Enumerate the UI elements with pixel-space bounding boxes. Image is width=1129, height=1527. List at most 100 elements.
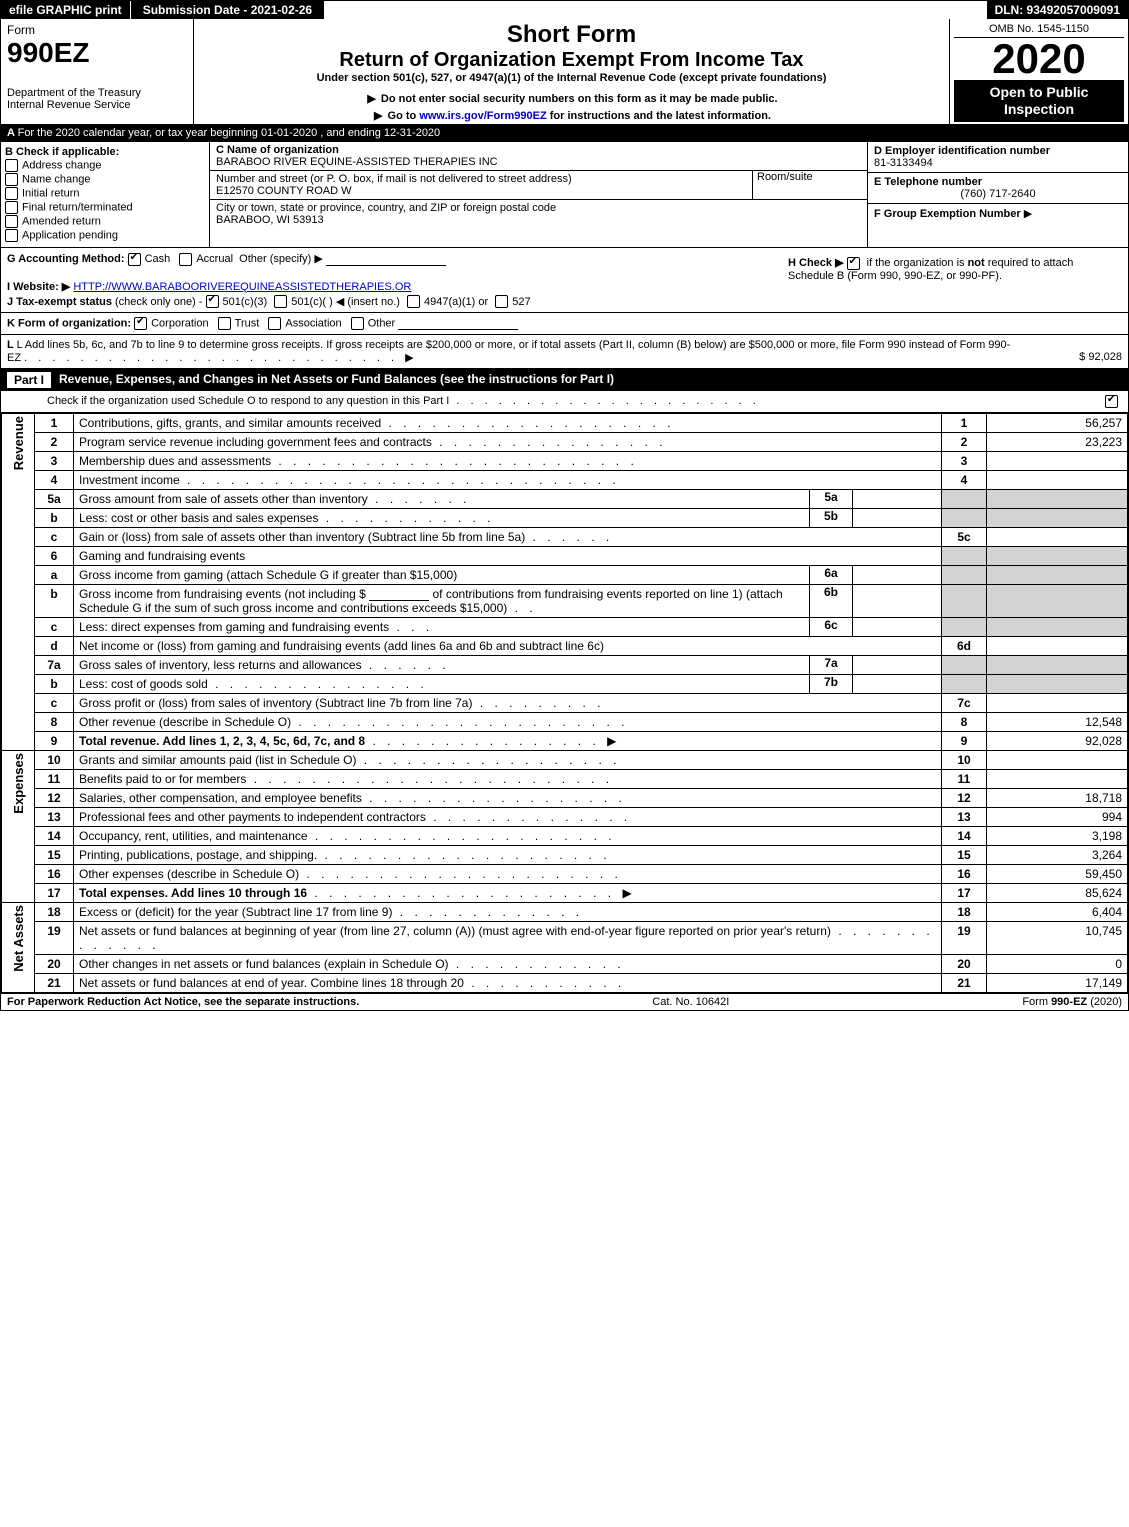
header-mid: Short Form Return of Organization Exempt… — [194, 19, 949, 124]
table-row: b Less: cost of goods sold . . . . . . .… — [2, 675, 1128, 694]
checkbox-schedule-b-not-required[interactable] — [847, 257, 860, 270]
checkbox-trust[interactable] — [218, 317, 231, 330]
table-row: d Net income or (loss) from gaming and f… — [2, 637, 1128, 656]
checkbox-501c3[interactable] — [206, 295, 219, 308]
d-label: D Employer identification number — [874, 145, 1050, 157]
table-row: Net Assets 18 Excess or (deficit) for th… — [2, 903, 1128, 922]
checkbox-initial-return[interactable] — [5, 187, 18, 200]
box-b-title: B Check if applicable: — [5, 146, 205, 158]
table-row: 21 Net assets or fund balances at end of… — [2, 974, 1128, 993]
checkbox-final-return[interactable] — [5, 201, 18, 214]
efile-print-label[interactable]: efile GRAPHIC print — [1, 1, 131, 19]
checkbox-4947a1[interactable] — [407, 295, 420, 308]
checkbox-corporation[interactable] — [134, 317, 147, 330]
ein-value: 81-3133494 — [874, 157, 933, 169]
expenses-vlabel: Expenses — [11, 753, 26, 814]
irs-label: Internal Revenue Service — [7, 99, 187, 111]
header-right: OMB No. 1545-1150 2020 Open to Public In… — [949, 19, 1128, 124]
irs-link[interactable]: www.irs.gov/Form990EZ — [419, 110, 546, 122]
checkbox-accrual[interactable] — [179, 253, 192, 266]
table-row: c Gross profit or (loss) from sales of i… — [2, 694, 1128, 713]
org-name: BARABOO RIVER EQUINE-ASSISTED THERAPIES … — [216, 156, 861, 168]
checkbox-527[interactable] — [495, 295, 508, 308]
tax-year: 2020 — [954, 38, 1124, 80]
line-k: K Form of organization: Corporation Trus… — [1, 313, 1128, 335]
box-b: B Check if applicable: Address change Na… — [1, 142, 210, 247]
checkbox-other-org[interactable] — [351, 317, 364, 330]
netassets-vlabel: Net Assets — [11, 905, 26, 972]
line-a: A For the 2020 calendar year, or tax yea… — [1, 125, 1128, 142]
line-g: G Accounting Method: Cash Accrual Other … — [7, 252, 774, 266]
header-left: Form 990EZ Department of the Treasury In… — [1, 19, 194, 124]
g-i-j: G Accounting Method: Cash Accrual Other … — [7, 252, 784, 308]
dept-label: Department of the Treasury — [7, 87, 187, 99]
e-label: E Telephone number — [874, 176, 982, 188]
box-def: D Employer identification number 81-3133… — [867, 142, 1128, 247]
arrow-icon — [365, 93, 377, 105]
table-row: 17 Total expenses. Add lines 10 through … — [2, 884, 1128, 903]
checkbox-501c[interactable] — [274, 295, 287, 308]
box-c: C Name of organization BARABOO RIVER EQU… — [210, 142, 867, 247]
ssn-warning: Do not enter social security numbers on … — [200, 92, 943, 105]
form-word: Form — [7, 23, 187, 37]
table-row: 11 Benefits paid to or for members . . .… — [2, 770, 1128, 789]
part-tag: Part I — [7, 372, 51, 388]
form-header: Form 990EZ Department of the Treasury In… — [1, 19, 1128, 125]
org-name-row: C Name of organization BARABOO RIVER EQU… — [210, 142, 867, 171]
table-row: 3 Membership dues and assessments . . . … — [2, 452, 1128, 471]
dln-label: DLN: 93492057009091 — [987, 1, 1128, 19]
revenue-vlabel: Revenue — [11, 416, 26, 470]
addr-value: E12570 COUNTY ROAD W — [216, 185, 352, 197]
phone-value: (760) 717-2640 — [874, 188, 1122, 200]
checkbox-amended-return[interactable] — [5, 215, 18, 228]
contrib-input[interactable] — [369, 588, 429, 601]
table-row: 6 Gaming and fundraising events — [2, 547, 1128, 566]
group-exemption-row: F Group Exemption Number ▶ — [868, 204, 1128, 223]
amount-cell: 56,257 — [987, 414, 1128, 433]
f-arrow-icon: ▶ — [1024, 208, 1032, 220]
table-row: 7a Gross sales of inventory, less return… — [2, 656, 1128, 675]
table-row: 19 Net assets or fund balances at beginn… — [2, 922, 1128, 955]
table-row: c Less: direct expenses from gaming and … — [2, 618, 1128, 637]
other-specify-input[interactable] — [326, 253, 446, 266]
form-container: efile GRAPHIC print Submission Date - 20… — [0, 0, 1129, 1011]
goto-line: Go to www.irs.gov/Form990EZ for instruct… — [200, 109, 943, 122]
c-label: C Name of organization — [216, 144, 861, 156]
table-row: 4 Investment income . . . . . . . . . . … — [2, 471, 1128, 490]
table-row: b Gross income from fundraising events (… — [2, 585, 1128, 618]
table-row: 15 Printing, publications, postage, and … — [2, 846, 1128, 865]
table-row: 9 Total revenue. Add lines 1, 2, 3, 4, 5… — [2, 732, 1128, 751]
website-link[interactable]: HTTP://WWW.BARABOORIVEREQUINEASSISTEDTHE… — [73, 281, 411, 293]
checkbox-cash[interactable] — [128, 253, 141, 266]
line-l: L L Add lines 5b, 6c, and 7b to line 9 t… — [1, 335, 1128, 369]
table-row: b Less: cost or other basis and sales ex… — [2, 509, 1128, 528]
addr-row: Number and street (or P. O. box, if mail… — [210, 171, 867, 200]
checkbox-application-pending[interactable] — [5, 229, 18, 242]
subtitle: Under section 501(c), 527, or 4947(a)(1)… — [200, 72, 943, 84]
arrow-icon — [372, 110, 384, 122]
part-i-table: Revenue 1 Contributions, gifts, grants, … — [1, 413, 1128, 993]
checkbox-name-change[interactable] — [5, 173, 18, 186]
other-org-input[interactable] — [398, 317, 518, 330]
ein-row: D Employer identification number 81-3133… — [868, 142, 1128, 173]
table-row: 2 Program service revenue including gove… — [2, 433, 1128, 452]
table-row: 20 Other changes in net assets or fund b… — [2, 955, 1128, 974]
checkbox-association[interactable] — [268, 317, 281, 330]
part-title: Revenue, Expenses, and Changes in Net As… — [59, 372, 614, 388]
line-h: H Check ▶ if the organization is not req… — [784, 252, 1122, 308]
room-label: Room/suite — [757, 171, 813, 183]
line-j: J Tax-exempt status (check only one) - 5… — [7, 295, 774, 309]
open-to-public: Open to Public Inspection — [954, 80, 1124, 122]
line-i: I Website: ▶ HTTP://WWW.BARABOORIVEREQUI… — [7, 280, 774, 293]
table-row: Expenses 10 Grants and similar amounts p… — [2, 751, 1128, 770]
short-form-title: Short Form — [200, 21, 943, 49]
table-row: 12 Salaries, other compensation, and emp… — [2, 789, 1128, 808]
checkbox-address-change[interactable] — [5, 159, 18, 172]
part-i-check: Check if the organization used Schedule … — [1, 391, 1128, 413]
phone-row: E Telephone number (760) 717-2640 — [868, 173, 1128, 204]
table-row: 14 Occupancy, rent, utilities, and maint… — [2, 827, 1128, 846]
checkbox-schedule-o-used[interactable] — [1105, 395, 1118, 408]
cat-no: Cat. No. 10642I — [359, 996, 1022, 1008]
submission-date: Submission Date - 2021-02-26 — [131, 1, 324, 19]
return-title: Return of Organization Exempt From Incom… — [200, 49, 943, 72]
